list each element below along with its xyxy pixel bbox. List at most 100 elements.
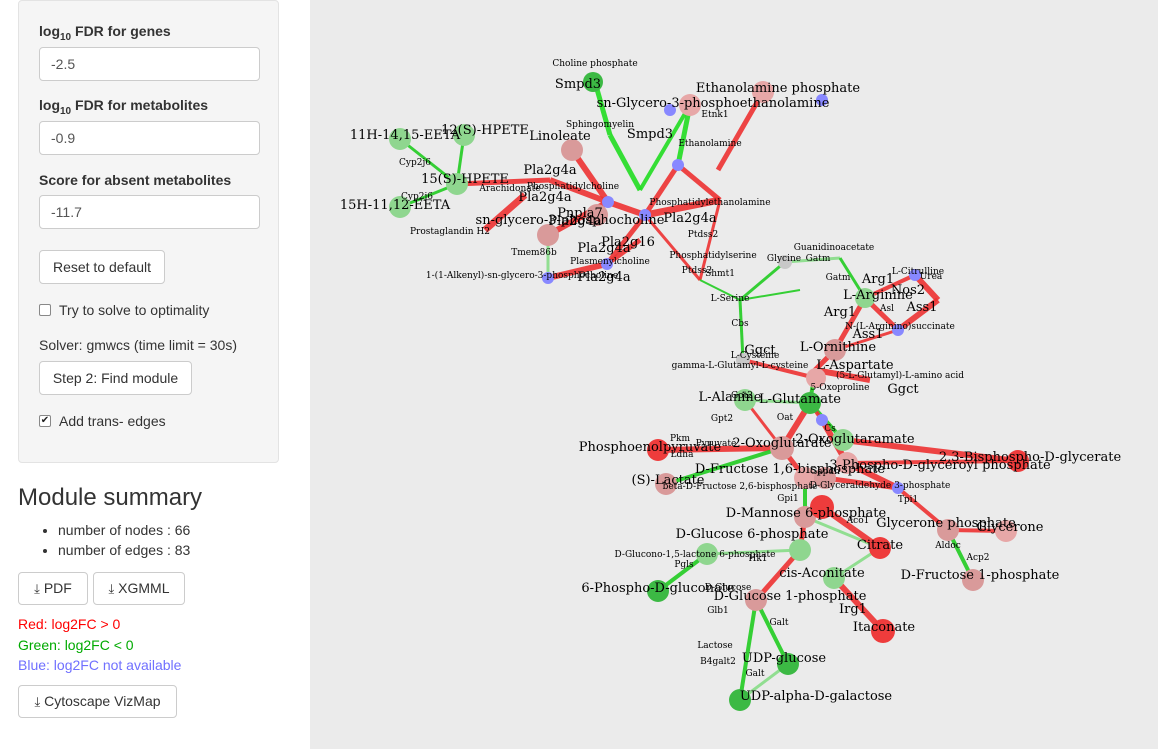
network-edge [665,446,783,486]
summary-item: number of edges : 83 [58,540,190,560]
network-label: Ldha [671,450,695,460]
network-label: 11H-14,15-EETA [350,128,461,143]
network-node[interactable] [639,209,651,221]
network-node[interactable] [537,224,559,246]
network-node[interactable] [777,653,799,675]
network-node[interactable] [816,414,828,426]
network-label: Ptdss2 [682,266,712,276]
network-label: L-Arginine [843,288,913,303]
network-label: Pgls [674,560,694,570]
network-label: Aldoc [934,541,961,551]
network-label: Smpd3 [627,127,673,142]
network-node[interactable] [794,506,816,528]
network-node[interactable] [586,204,608,226]
network-node[interactable] [871,619,895,643]
network-label: Asl [879,304,894,314]
network-node[interactable] [736,353,750,367]
network-edge [754,548,802,602]
network-node[interactable] [389,128,411,150]
network-node[interactable] [389,196,411,218]
network-node[interactable] [794,467,816,489]
fdr-genes-input[interactable]: -2.5 [39,47,260,81]
network-node[interactable] [664,104,676,116]
network-label: Oat [777,413,794,423]
network-label: Ethanolamine phosphate [696,81,860,96]
network-node[interactable] [892,482,904,494]
network-node[interactable] [601,258,613,270]
network-canvas[interactable]: Choline phosphate Smpd3 sn-Glycero-3-phosp… [310,0,1158,749]
network-label: Pla2g4a [548,214,602,229]
network-label: Ethanolamine [678,139,741,149]
absent-score-input[interactable]: -11.7 [39,195,260,229]
network-edge [831,575,886,634]
network-edge [642,163,681,217]
network-node[interactable] [892,324,904,336]
network-node[interactable] [855,288,875,308]
network-node[interactable] [869,537,891,559]
network-node[interactable] [909,269,921,281]
network-label: 6-Phospho-D-gluconate [581,581,735,596]
network-label: Got2 [731,391,753,401]
network-node[interactable] [583,72,603,92]
network-label: Cyp2j6 [401,192,433,202]
network-node[interactable] [602,196,614,208]
network-label: 12(S)-HPETE [441,123,529,138]
network-label: L-Serine [711,294,750,304]
network-label: Pkm [670,434,691,444]
optimality-checkbox[interactable] [39,304,51,316]
network-node[interactable] [816,94,828,106]
control-panel: log10 FDR for genes -2.5 log10 FDR for m… [18,0,279,463]
fdr-metabolites-input[interactable]: -0.9 [39,121,260,155]
network-node[interactable] [770,436,794,460]
network-node[interactable] [734,389,756,411]
summary-item: number of nodes : 66 [58,520,190,540]
network-node[interactable] [745,589,767,611]
fdr-genes-label: log10 FDR for genes [39,23,171,43]
network-node[interactable] [789,539,811,561]
network-label: Phosphatidylethanolamine [649,198,770,208]
network-node[interactable] [679,94,701,116]
network-node[interactable] [672,159,684,171]
network-edge [842,437,1019,464]
network-node[interactable] [647,580,669,602]
network-node[interactable] [995,520,1017,542]
network-label: Arachidonate [478,184,540,194]
network-node[interactable] [799,392,821,414]
network-node[interactable] [836,452,858,474]
network-node[interactable] [824,339,846,361]
trans-edges-checkbox[interactable]: ✔ [39,415,51,427]
network-label: Pla2g4a [518,190,572,205]
network-node[interactable] [937,519,959,541]
network-edge [643,214,702,281]
network-node[interactable] [655,473,677,495]
network-node[interactable] [729,689,751,711]
vizmap-button[interactable]: ⤓ Cytoscape VizMap [18,685,177,718]
network-node[interactable] [832,429,854,451]
network-node[interactable] [823,567,845,589]
find-module-button[interactable]: Step 2: Find module [39,361,192,395]
network-node[interactable] [778,255,792,269]
network-node[interactable] [446,173,468,195]
network-graph[interactable]: Choline phosphate Smpd3 sn-Glycero-3-phosp… [310,0,1158,749]
reset-button[interactable]: Reset to default [39,250,165,284]
network-label: 2,3-Bisphospho-D-glycerate [939,450,1122,465]
network-node[interactable] [453,124,475,146]
pdf-button[interactable]: ⤓ PDF [18,572,88,605]
network-node[interactable] [806,368,826,388]
xgmml-button[interactable]: ⤓ XGMML [93,572,185,605]
network-node[interactable] [696,543,718,565]
network-node[interactable] [542,272,554,284]
network-node[interactable] [1007,450,1029,472]
network-node[interactable] [752,81,774,103]
network-node[interactable] [962,569,984,591]
network-node[interactable] [561,139,583,161]
network-label: L-Glutamate [759,392,841,407]
network-node[interactable] [647,439,669,461]
network-label: (S)-Lactate [632,473,705,488]
trans-edges-label: Add trans- edges [59,413,166,429]
network-label: Plasmenylcholine [570,257,650,267]
network-node[interactable] [810,495,834,519]
network-label: Hk1 [748,554,767,564]
network-node[interactable] [814,467,836,489]
network-label: Cyp2j6 [399,158,431,168]
